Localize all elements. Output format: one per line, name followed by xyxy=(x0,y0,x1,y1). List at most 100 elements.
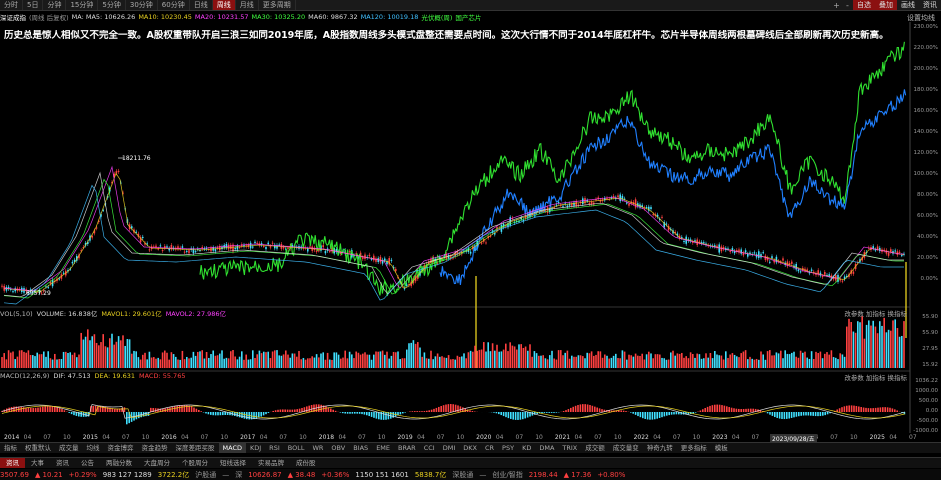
indicator-tab[interactable]: EME xyxy=(376,443,391,452)
toolbar-button[interactable]: - xyxy=(846,1,849,10)
period-tab[interactable]: 周线 xyxy=(212,0,236,10)
candle xyxy=(252,246,254,248)
set-ma-button[interactable]: 设置均线 xyxy=(907,14,935,22)
macd-bar xyxy=(716,404,718,412)
indicator-tab[interactable]: 成交量 xyxy=(59,443,79,452)
macd-bar xyxy=(44,406,46,412)
candle xyxy=(234,248,236,250)
macd-bar xyxy=(200,411,202,412)
indicator-tab[interactable]: 均线 xyxy=(86,443,100,452)
indicator-tab[interactable]: OBV xyxy=(331,443,346,452)
news-tab[interactable]: 大事 xyxy=(31,458,44,467)
candle xyxy=(722,246,725,250)
news-tab[interactable]: 资讯 xyxy=(56,458,69,467)
candle xyxy=(617,195,619,198)
macd-bar xyxy=(440,406,442,412)
period-tab[interactable]: 5分钟 xyxy=(98,0,126,10)
indicator-tab[interactable]: KDJ xyxy=(249,443,262,452)
volume-bar xyxy=(423,352,426,368)
volume-bar xyxy=(786,353,789,368)
volume-bar xyxy=(678,353,681,368)
indicator-tab[interactable]: DKX xyxy=(463,443,477,452)
indicator-tab[interactable]: BIAS xyxy=(353,443,369,452)
year-tick: 10 xyxy=(377,434,386,441)
period-tab[interactable]: 月线 xyxy=(236,0,259,10)
axis-tick-label: 55.90 xyxy=(922,314,938,320)
volume-bar xyxy=(80,332,82,368)
period-tab[interactable]: 5日 xyxy=(23,0,44,10)
volume-bar xyxy=(375,351,377,368)
candle xyxy=(214,248,217,252)
indicator-tab[interactable]: PSY xyxy=(502,443,515,452)
indicator-tab[interactable]: 权重默认 xyxy=(25,443,51,452)
period-tab[interactable]: 15分钟 xyxy=(66,0,99,10)
news-tab[interactable]: 成份股 xyxy=(296,458,316,467)
candle xyxy=(139,237,142,243)
news-tab[interactable]: 资讯 xyxy=(0,458,25,468)
period-tab[interactable]: 60分钟 xyxy=(158,0,190,10)
volume-bar xyxy=(879,321,881,368)
indicator-tab[interactable]: WR xyxy=(312,443,324,452)
period-tab[interactable]: 分钟 xyxy=(43,0,67,10)
toolbar-button[interactable]: 资讯 xyxy=(923,1,937,9)
indicator-tab[interactable]: 成交额 xyxy=(585,443,605,452)
macd-tools[interactable]: 改参数 加指标 换指标 xyxy=(844,374,907,382)
indicator-tab[interactable]: RSI xyxy=(269,443,280,452)
volume-bar xyxy=(260,353,263,368)
toolbar-button[interactable]: 叠加 xyxy=(875,0,897,10)
period-tab[interactable]: 日线 xyxy=(190,0,213,10)
volume-bar xyxy=(256,354,258,368)
news-tab[interactable]: 公告 xyxy=(81,458,94,467)
macd-bar xyxy=(56,407,58,412)
indicator-tab[interactable]: TRIX xyxy=(562,443,578,452)
candle xyxy=(458,253,461,255)
indicator-tab[interactable]: 指标 xyxy=(4,443,17,452)
macd-bar xyxy=(310,404,313,412)
indicator-tab[interactable]: 深度差距买股 xyxy=(175,443,215,452)
news-tab[interactable]: 个股周分 xyxy=(182,458,208,467)
news-tab[interactable]: 短线选择 xyxy=(220,458,246,467)
candle xyxy=(1,285,3,287)
macd-bar xyxy=(572,406,574,412)
period-tab[interactable]: 30分钟 xyxy=(126,0,158,10)
toolbar-button[interactable]: 自选 xyxy=(853,0,875,10)
volume-tools[interactable]: 改参数 加指标 换指标 xyxy=(844,310,907,318)
indicator-tab[interactable]: 神奇九转 xyxy=(646,443,673,452)
indicator-tab[interactable]: DMI xyxy=(442,443,456,452)
candle xyxy=(740,249,742,254)
year-tick: 04 xyxy=(23,434,32,441)
toolbar-button[interactable]: + xyxy=(833,1,840,10)
indicator-tab[interactable]: 资金博弈 xyxy=(107,443,134,452)
candle xyxy=(95,227,98,229)
volume-bar xyxy=(777,353,780,368)
macd-bar xyxy=(469,410,471,412)
macd-bar xyxy=(358,412,361,414)
volume-bar xyxy=(703,358,705,368)
indicator-tab[interactable]: BOLL xyxy=(287,443,305,452)
indicator-tab[interactable]: MACD xyxy=(218,443,246,453)
indicator-tab[interactable]: DMA xyxy=(539,443,555,452)
indicator-tab[interactable]: 资金趋势 xyxy=(141,443,168,452)
candle xyxy=(329,251,331,253)
period-tab[interactable]: 分时 xyxy=(0,0,23,10)
macd-bar xyxy=(495,412,498,414)
macd-bar xyxy=(114,408,116,412)
macd-bar xyxy=(882,407,884,412)
period-tab[interactable]: 更多周期 xyxy=(259,0,296,10)
indicator-tab[interactable]: 成交量变 xyxy=(612,443,639,452)
toolbar-button[interactable]: 画线 xyxy=(901,1,915,9)
indicator-tab[interactable]: KD xyxy=(522,443,532,452)
indicator-tab[interactable]: BRAR xyxy=(398,443,416,452)
news-tab[interactable]: 大盘周分 xyxy=(144,458,170,467)
indicator-tab[interactable]: CR xyxy=(484,443,495,452)
indicator-tab[interactable]: 模板 xyxy=(714,443,728,452)
volume-bar xyxy=(826,352,828,368)
volume-bar xyxy=(381,350,384,368)
indicator-tab[interactable]: CCI xyxy=(423,443,435,452)
news-tab[interactable]: 两融分数 xyxy=(106,458,132,467)
candle xyxy=(93,230,96,234)
indicator-tab[interactable]: 更多指标 xyxy=(680,443,707,452)
news-tab[interactable]: 实易品牌 xyxy=(258,458,284,467)
macd-bar xyxy=(418,411,421,412)
